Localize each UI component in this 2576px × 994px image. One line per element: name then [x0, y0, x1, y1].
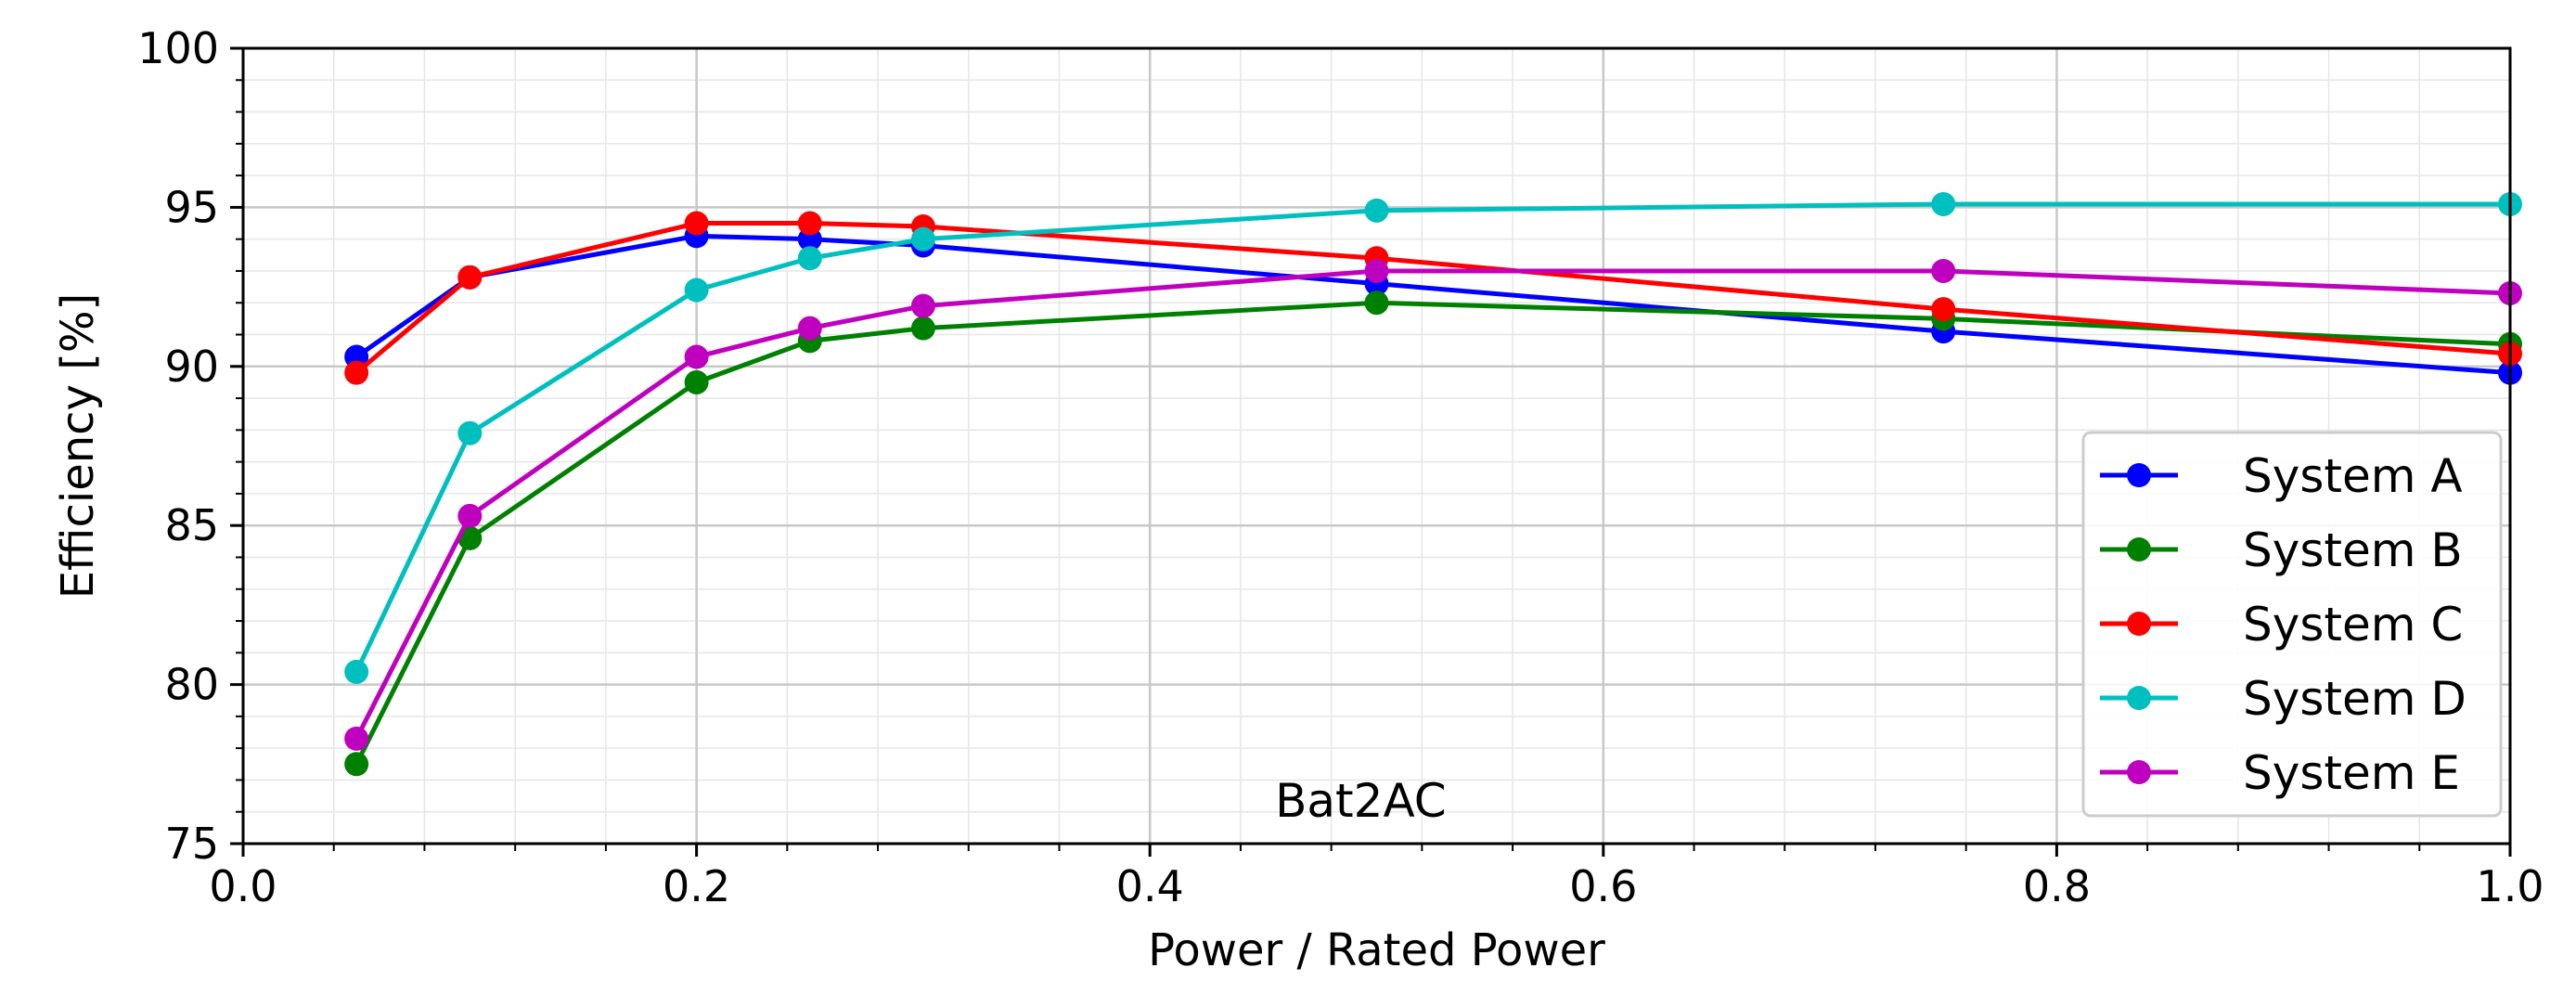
- data-point-system-d: [457, 420, 483, 445]
- legend-label-system-e: System E: [2243, 746, 2460, 800]
- data-point-system-e: [1931, 258, 1956, 283]
- legend: System A System B System C System D System E: [2081, 431, 2503, 818]
- legend-marker-system-e: [2127, 760, 2151, 784]
- data-point-system-d: [1931, 191, 1956, 216]
- data-point-system-c: [797, 211, 822, 236]
- legend-label-system-d: System D: [2243, 672, 2467, 726]
- data-point-system-d: [1364, 198, 1389, 223]
- x-axis-label: Power / Rated Power: [1148, 924, 1605, 976]
- chart-annotation: Bat2AC: [1275, 774, 1447, 828]
- series-line-system-b: [354, 300, 2511, 766]
- legend-marker-system-d: [2127, 686, 2151, 710]
- data-point-system-b: [910, 316, 935, 341]
- y-tick-label: 100: [137, 23, 219, 73]
- data-point-system-b: [344, 752, 369, 777]
- axis-ticks: [230, 46, 2512, 857]
- legend-marker-system-c: [2127, 612, 2151, 636]
- data-point-system-e: [1364, 258, 1389, 283]
- series-line-system-d: [354, 201, 2510, 673]
- legend-marker-system-a: [2127, 463, 2151, 487]
- data-point-system-c: [457, 265, 483, 290]
- y-tick-label: 90: [164, 342, 219, 392]
- legend-box: [2081, 431, 2503, 818]
- series-line-system-e: [354, 268, 2511, 741]
- x-tick-label: 0.8: [2023, 861, 2091, 911]
- legend-marker-system-b: [2127, 537, 2151, 562]
- data-point-system-e: [457, 503, 483, 528]
- data-point-system-e: [910, 293, 935, 318]
- y-tick-label: 80: [164, 660, 219, 710]
- y-tick-label: 85: [164, 500, 219, 550]
- x-tick-label: 0.4: [1116, 861, 1184, 911]
- series-system-c: [344, 211, 2522, 385]
- legend-label-system-c: System C: [2243, 598, 2463, 652]
- series-system-d: [344, 191, 2522, 684]
- data-point-system-d: [910, 226, 935, 252]
- series-line-system-c: [354, 221, 2511, 375]
- y-axis-label: Efficiency [%]: [52, 293, 104, 600]
- data-point-system-b: [1364, 290, 1389, 316]
- data-point-system-e: [684, 344, 709, 369]
- data-point-system-d: [344, 659, 369, 684]
- x-tick-label: 0.0: [209, 861, 277, 911]
- data-point-system-c: [1931, 297, 1956, 322]
- legend-label-system-a: System A: [2243, 449, 2463, 503]
- x-tick-label: 0.6: [1569, 861, 1637, 911]
- data-point-system-b: [684, 369, 709, 394]
- data-point-system-c: [684, 211, 709, 236]
- series-system-e: [344, 258, 2522, 751]
- data-point-system-d: [684, 278, 709, 303]
- data-point-system-d: [797, 246, 822, 271]
- series-layer: [344, 191, 2522, 777]
- data-point-system-c: [344, 360, 369, 385]
- y-tick-label: 75: [164, 819, 219, 869]
- legend-label-system-b: System B: [2243, 523, 2463, 577]
- tick-labels: 0.0 0.2 0.4 0.6 0.8 1.0 75 80 85 90 95 100: [137, 23, 2544, 911]
- x-tick-label: 1.0: [2476, 861, 2544, 911]
- data-point-system-e: [344, 726, 369, 751]
- x-tick-label: 0.2: [663, 861, 730, 911]
- plot-frame: [241, 46, 2512, 846]
- y-tick-label: 95: [164, 182, 219, 232]
- data-point-system-e: [797, 316, 822, 341]
